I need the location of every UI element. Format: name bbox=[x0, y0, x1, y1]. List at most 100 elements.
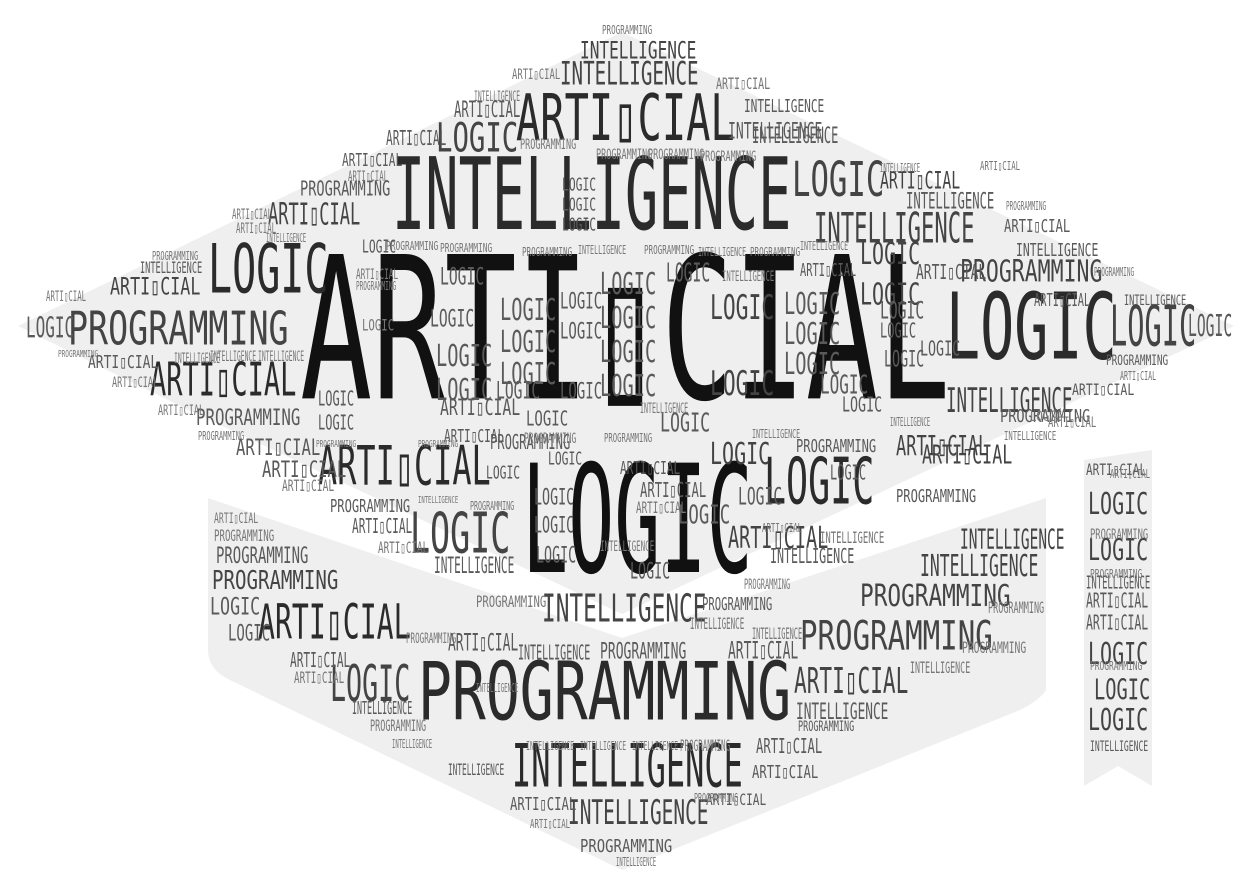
cloud-word-logic: LOGIC bbox=[436, 373, 493, 409]
cloud-word-programming: PROGRAMMING bbox=[520, 137, 577, 153]
cloud-word-artificial-glyph: ARTI▯CIAL bbox=[386, 126, 447, 150]
cloud-word-artificial-glyph: ARTI▯CIAL bbox=[922, 439, 1013, 471]
cloud-word-artificial-glyph: ARTI▯CIAL bbox=[348, 169, 389, 185]
cloud-word-artificial-glyph: ARTI▯CIAL bbox=[290, 648, 351, 672]
cloud-word-programming: PROGRAMMING bbox=[580, 836, 673, 857]
cloud-word-intelligence: INTELLIGENCE bbox=[560, 54, 699, 93]
cloud-word-programming: PROGRAMMING bbox=[680, 736, 731, 755]
cloud-word-artificial-glyph: ARTI▯CIAL bbox=[232, 207, 273, 223]
cloud-word-intelligence: INTELLIGENCE bbox=[698, 245, 747, 259]
cloud-word-artificial-glyph: ARTI▯CIAL bbox=[794, 661, 909, 702]
cloud-word-logic: LOGIC bbox=[946, 274, 1117, 381]
cloud-word-logic: LOGIC bbox=[710, 364, 775, 405]
cloud-word-programming: PROGRAMMING bbox=[1106, 353, 1169, 369]
cloud-word-programming: PROGRAMMING bbox=[386, 239, 439, 253]
cloud-word-intelligence: INTELLIGENCE bbox=[906, 187, 995, 215]
cloud-word-intelligence: INTELLIGENCE bbox=[210, 349, 257, 365]
cap-band bbox=[208, 498, 1046, 870]
cloud-word-logic: LOGIC bbox=[600, 301, 657, 337]
cloud-word-logic: LOGIC bbox=[792, 151, 885, 208]
cloud-word-artificial-glyph: ARTI▯CIAL bbox=[620, 458, 681, 479]
cloud-word-intelligence: INTELLIGENCE bbox=[600, 539, 655, 555]
cloud-word-logic: LOGIC bbox=[920, 337, 961, 362]
cloud-word-logic: LOGIC bbox=[228, 619, 271, 647]
cloud-word-logic: LOGIC bbox=[500, 357, 557, 393]
cloud-word-intelligence: INTELLIGENCE bbox=[518, 641, 591, 666]
cloud-word-logic: LOGIC bbox=[884, 345, 925, 373]
cloud-word-programming: PROGRAMMING bbox=[596, 147, 653, 163]
cloud-word-artificial-glyph: ARTI▯CIAL bbox=[1034, 290, 1091, 311]
cloud-word-programming: PROGRAMMING bbox=[198, 429, 245, 443]
cloud-word-logic: LOGIC bbox=[410, 500, 511, 567]
cloud-word-intelligence: INTELLIGENCE bbox=[814, 204, 975, 253]
cloud-word-logic: LOGIC bbox=[1188, 309, 1233, 345]
cloud-word-artificial-glyph: ARTI▯CIAL bbox=[916, 260, 987, 284]
cloud-word-logic: LOGIC bbox=[630, 557, 671, 585]
cloud-word-artificial-glyph: ARTI▯CIAL bbox=[294, 668, 345, 687]
cloud-word-logic: LOGIC bbox=[500, 325, 557, 361]
cloud-word-artificial-glyph: ARTI▯CIAL bbox=[1048, 415, 1097, 431]
cloud-word-logic: LOGIC bbox=[560, 287, 603, 315]
cloud-word-artificial-glyph: ARTI▯CIAL bbox=[1086, 589, 1149, 614]
cloud-word-programming: PROGRAMMING bbox=[744, 577, 791, 593]
cloud-word-logic: LOGIC bbox=[842, 393, 883, 418]
cloud-word-artificial-glyph: ARTI▯CIAL bbox=[268, 196, 361, 233]
cloud-word-artificial-glyph: ARTI▯CIAL bbox=[728, 521, 829, 556]
cloud-word-programming: PROGRAMMING bbox=[300, 177, 391, 202]
cloud-word-artificial-glyph: ARTI▯CIAL bbox=[640, 478, 707, 502]
cloud-word-programming: PROGRAMMING bbox=[602, 23, 653, 37]
cloud-word-programming: PROGRAMMING bbox=[524, 431, 577, 447]
cloud-word-programming: PROGRAMMING bbox=[370, 716, 427, 735]
cloud-word-intelligence: INTELLIGENCE bbox=[474, 89, 521, 105]
cloud-word-intelligence: INTELLIGENCE bbox=[580, 37, 697, 66]
cloud-word-logic: LOGIC bbox=[536, 541, 577, 569]
cloud-word-artificial-glyph: ARTI▯CIAL bbox=[636, 498, 687, 517]
cloud-word-artificial-glyph: ARTI▯CIAL bbox=[352, 514, 413, 538]
cloud-word-programming: PROGRAMMING bbox=[330, 496, 411, 517]
cloud-word-intelligence: INTELLIGENCE bbox=[640, 401, 689, 417]
cloud-word-logic: LOGIC bbox=[880, 319, 917, 344]
cloud-word-logic: LOGIC bbox=[210, 593, 261, 622]
cloud-word-artificial-glyph: ARTI▯CIAL bbox=[756, 734, 823, 758]
cloud-word-logic: LOGIC bbox=[534, 483, 575, 511]
cloud-word-artificial-glyph: ARTI▯CIAL bbox=[980, 159, 1021, 173]
cloud-word-logic: LOGIC bbox=[430, 305, 475, 334]
cloud-word-logic: LOGIC bbox=[600, 335, 657, 371]
cloud-word-programming: PROGRAMMING bbox=[214, 526, 275, 545]
cloud-word-logic: LOGIC bbox=[710, 437, 771, 473]
cloud-word-logic: LOGIC bbox=[660, 407, 711, 439]
cloud-word-artificial-glyph: ARTI▯CIAL bbox=[1004, 216, 1071, 237]
cloud-word-programming: PROGRAMMING bbox=[896, 486, 977, 507]
cloud-word-artificial-glyph: ARTI▯CIAL bbox=[1086, 611, 1149, 636]
cloud-word-artificial-glyph: ARTI▯CIAL bbox=[762, 521, 803, 535]
cloud-word-programming: PROGRAMMING bbox=[1000, 406, 1091, 427]
cloud-word-logic: LOGIC bbox=[1088, 637, 1149, 673]
cloud-word-logic: LOGIC bbox=[548, 447, 583, 470]
cap-board bbox=[18, 32, 1234, 614]
cloud-word-intelligence: INTELLIGENCE bbox=[752, 124, 839, 149]
cloud-word-logic: LOGIC bbox=[362, 316, 395, 336]
cloud-word-programming: PROGRAMMING bbox=[418, 439, 459, 450]
cloud-word-programming: PROGRAMMING bbox=[490, 430, 571, 454]
cloud-word-logic: LOGIC bbox=[820, 369, 869, 401]
cloud-word-programming: PROGRAMMING bbox=[1090, 527, 1149, 543]
cloud-word-logic: LOGIC bbox=[666, 257, 711, 289]
cloud-word-programming: PROGRAMMING bbox=[152, 249, 199, 263]
cloud-word-artificial-glyph: ARTI▯CIAL bbox=[112, 375, 159, 391]
cloud-word-intelligence: INTELLIGENCE bbox=[722, 269, 775, 285]
cloud-word-artificial-glyph: ARTI▯CIAL bbox=[214, 511, 259, 527]
cloud-word-logic: LOGIC bbox=[764, 443, 875, 520]
cloud-word-intelligence: INTELLIGENCE bbox=[258, 349, 305, 365]
cloud-word-artificial-glyph: ARTI▯CIAL bbox=[516, 80, 735, 156]
cloud-word-logic: LOGIC bbox=[738, 483, 783, 512]
cloud-word-logic: LOGIC bbox=[1110, 293, 1197, 359]
cloud-word-intelligence: INTELLIGENCE bbox=[796, 700, 889, 725]
cloud-word-artificial-glyph: ARTI▯CIAL bbox=[282, 476, 335, 495]
cloud-word-logic: LOGIC bbox=[1088, 533, 1149, 569]
cloud-word-artificial-glyph: ARTI▯CIAL bbox=[454, 98, 521, 123]
cloud-word-intelligence: INTELLIGENCE bbox=[392, 136, 792, 253]
cloud-word-artificial-glyph: ARTI▯CIAL bbox=[158, 403, 205, 419]
cloud-word-artificial-glyph: ARTI▯CIAL bbox=[440, 396, 521, 421]
cloud-word-intelligence: INTELLIGENCE bbox=[880, 161, 921, 175]
cloud-word-intelligence: INTELLIGENCE bbox=[690, 614, 745, 633]
